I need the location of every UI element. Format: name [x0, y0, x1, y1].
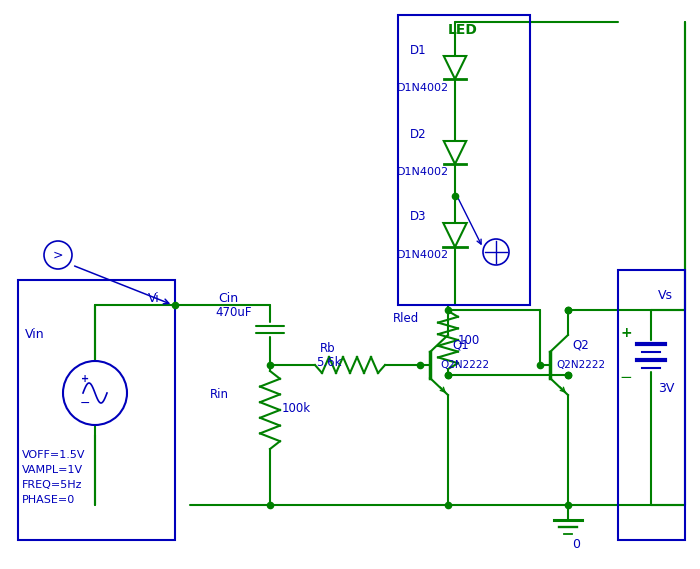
- Text: 5.6k: 5.6k: [316, 356, 342, 369]
- Text: Q2N2222: Q2N2222: [440, 360, 489, 370]
- Text: 3V: 3V: [658, 381, 674, 394]
- Text: 100k: 100k: [282, 402, 311, 414]
- Text: 100: 100: [458, 333, 480, 347]
- Text: −: −: [620, 370, 632, 386]
- Text: Vs: Vs: [658, 288, 673, 302]
- Text: LED: LED: [448, 23, 478, 37]
- Bar: [398, 15, 530, 305]
- Bar: [18, 280, 175, 540]
- Text: 0: 0: [572, 538, 580, 551]
- Text: Rin: Rin: [210, 389, 229, 402]
- Text: D1N4002: D1N4002: [397, 250, 449, 260]
- Text: VOFF=1.5V: VOFF=1.5V: [22, 450, 85, 460]
- Text: Vi: Vi: [148, 291, 160, 304]
- Text: 470uF: 470uF: [215, 307, 251, 320]
- Bar: [618, 270, 685, 540]
- Text: VAMPL=1V: VAMPL=1V: [22, 465, 83, 475]
- Text: D1: D1: [410, 43, 426, 56]
- Text: −: −: [80, 397, 90, 410]
- Text: Rled: Rled: [393, 311, 419, 324]
- Text: >: >: [52, 249, 63, 262]
- Text: D3: D3: [410, 209, 426, 222]
- Text: +: +: [620, 326, 632, 340]
- Text: Q2N2222: Q2N2222: [556, 360, 605, 370]
- Text: Q1: Q1: [452, 339, 469, 352]
- Text: FREQ=5Hz: FREQ=5Hz: [22, 480, 83, 490]
- Text: Rb: Rb: [320, 341, 335, 354]
- Text: D1N4002: D1N4002: [397, 167, 449, 177]
- Text: Q2: Q2: [572, 339, 589, 352]
- Text: +: +: [81, 374, 89, 384]
- Text: D2: D2: [410, 127, 426, 141]
- Text: Cin: Cin: [218, 291, 238, 304]
- Text: PHASE=0: PHASE=0: [22, 495, 76, 505]
- Text: D1N4002: D1N4002: [397, 83, 449, 93]
- Text: Vin: Vin: [25, 328, 45, 341]
